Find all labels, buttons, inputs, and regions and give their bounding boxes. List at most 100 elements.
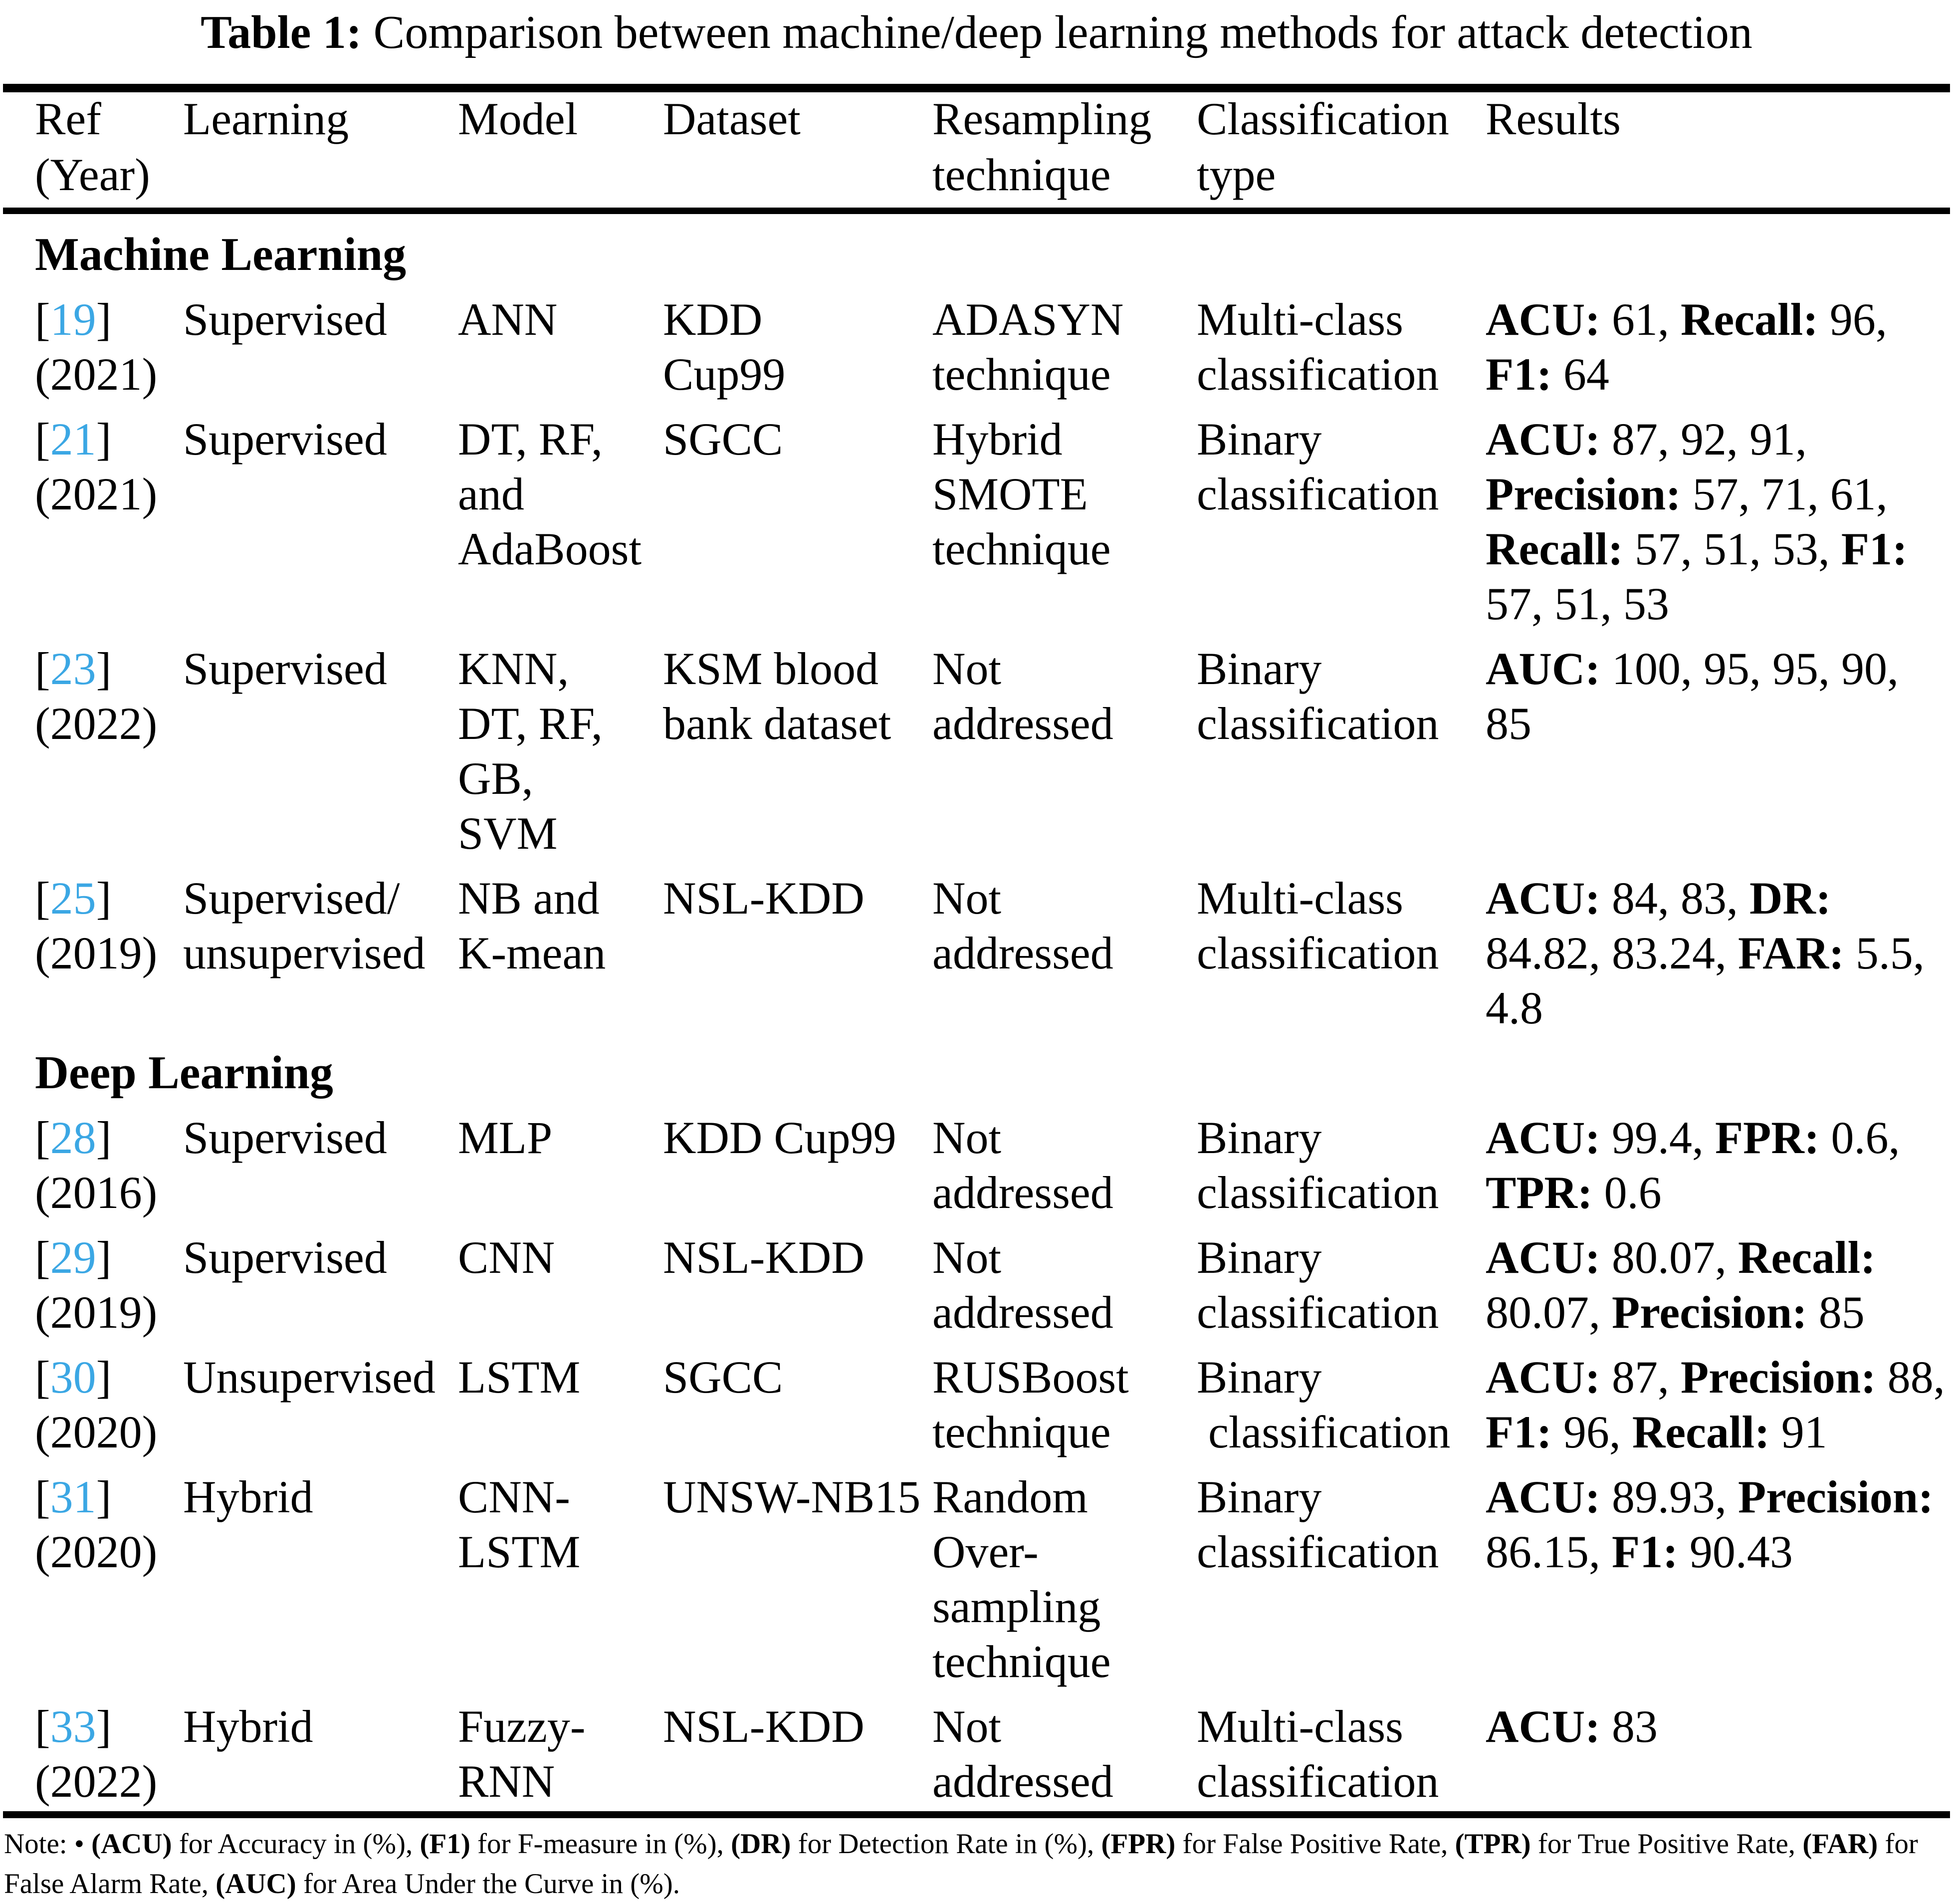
metric-label: ACU: [1486,414,1600,465]
metric-value: 57, 51, 53, [1623,523,1841,574]
metric-value: 99.4, [1600,1112,1715,1163]
cell-line: Supervised [183,1112,387,1163]
cell-line: Not [932,1112,1001,1163]
metric-value: 96, [1818,294,1887,345]
cell-line: bank dataset [663,698,891,749]
metric-label: F1: [1841,523,1908,574]
note-abbreviation: (TPR) [1455,1828,1531,1860]
column-header-line: Model [458,93,578,144]
column-header-line: (Year) [35,149,150,200]
citation-link[interactable]: 29 [50,1232,96,1283]
cell-line: RNN [458,1756,555,1807]
metric-label: AUC: [1486,643,1600,694]
column-header-line: Ref [35,93,101,144]
citation-link[interactable]: 19 [50,294,96,345]
citation-link[interactable]: 33 [50,1701,96,1752]
cell-line: MLP [458,1112,553,1163]
cell-line: unsupervised [183,928,426,978]
column-header-line: technique [932,149,1111,200]
metric-label: Precision: [1680,1352,1876,1403]
cell-line: ANN [458,294,558,345]
ref-year: (2020) [35,1407,158,1457]
cell-resampling-technique: Not addressed [932,871,1197,1035]
metric-label: DR: [1749,873,1831,924]
note-abbreviation: (FAR) [1802,1828,1878,1860]
cell-line: Hybrid [183,1471,313,1522]
cell-learning: Supervised [183,1110,458,1220]
cell-line: Supervised [183,643,387,694]
cell-model: Fuzzy- RNN [458,1699,663,1809]
cell-model: DT, RF, and AdaBoost [458,412,663,631]
citation-link[interactable]: 28 [50,1112,96,1163]
cell-line: Hybrid [183,1701,313,1752]
cell-learning: Supervised/unsupervised [183,871,458,1035]
metric-value: 57, 71, 61, [1681,469,1888,519]
column-header-learning: Learning [183,91,458,203]
metric-label: ACU: [1486,1232,1600,1283]
cell-line: SVM [458,808,558,859]
cell-line: addressed [932,928,1113,978]
cell-line: Supervised [183,294,387,345]
results-line: ACU: 99.4, FPR: 0.6, [1486,1110,1948,1165]
section-heading-deep-learning: Deep Learning [35,1047,333,1099]
cell-line: DT, RF, [458,414,603,465]
results-line: TPR: 0.6 [1486,1165,1948,1220]
cell-ref-year: [31] (2020) [35,1469,183,1689]
metric-label: ACU: [1486,873,1600,924]
cell-results: ACU: 87, Precision: 88, F1: 96, Recall: 9… [1486,1350,1948,1459]
cell-results: ACU: 83 [1486,1699,1948,1809]
cell-line: Binary [1197,1471,1322,1522]
ref-citation: [28] [35,1112,112,1163]
metric-value: 91 [1769,1407,1827,1457]
cell-results: ACU: 61, Recall: 96, F1: 64 [1486,292,1948,402]
cell-line: Multi-class [1197,1701,1403,1752]
ref-year: (2021) [35,469,158,519]
ref-year: (2019) [35,928,158,978]
column-header-line: Results [1486,93,1621,144]
cell-model: MLP [458,1110,663,1220]
cell-line: sampling [932,1581,1101,1632]
cell-classification-type: Binary classification [1197,1110,1486,1220]
results-line: 85 [1486,696,1948,751]
citation-link[interactable]: 30 [50,1352,96,1403]
results-line: F1: 64 [1486,347,1948,402]
citation-link[interactable]: 23 [50,643,96,694]
column-header-ref: Ref (Year) [35,91,183,203]
citation-link[interactable]: 25 [50,873,96,924]
ref-year: (2019) [35,1287,158,1338]
metric-value: 85 [1807,1287,1865,1338]
metric-label: FPR: [1715,1112,1820,1163]
citation-link[interactable]: 21 [50,414,96,465]
ref-year: (2016) [35,1167,158,1218]
metric-value: 61, [1600,294,1681,345]
table-row: [28] (2016) Supervised MLP KDD Cup99 Not addre… [35,1110,1948,1220]
metric-label: F1: [1486,1407,1552,1457]
column-header-line: Dataset [663,93,801,144]
cell-line: CNN [458,1232,555,1283]
cell-line: Supervised [183,414,387,465]
note-text: Note: • [4,1828,92,1860]
metric-value: 84, 83, [1600,873,1749,924]
cell-line: Binary [1197,1112,1322,1163]
metric-label: ACU: [1486,1112,1600,1163]
metric-value: 80.07, [1600,1232,1738,1283]
cell-line: classification [1197,1407,1451,1457]
cell-resampling-technique: Not addressed [932,1110,1197,1220]
column-header-line: type [1197,149,1276,200]
note-abbreviation: (DR) [731,1828,791,1860]
column-header-line: Learning [183,93,349,144]
cell-learning: Supervised [183,292,458,402]
results-line: AUC: 100, 95, 95, 90, [1486,641,1948,696]
cell-line: Not [932,1232,1001,1283]
note-text: for Detection Rate in (%), [791,1828,1101,1860]
metric-value: 100, 95, 95, 90, [1600,643,1899,694]
citation-link[interactable]: 31 [50,1471,96,1522]
cell-line: classification [1197,1756,1439,1807]
column-header-model: Model [458,91,663,203]
results-line: 4.8 [1486,980,1948,1035]
cell-line: SMOTE [932,469,1088,519]
metric-value: 88, [1876,1352,1945,1403]
cell-dataset: KSM blood bank dataset [663,641,932,861]
cell-line: Binary [1197,643,1322,694]
ref-citation: [29] [35,1232,112,1283]
